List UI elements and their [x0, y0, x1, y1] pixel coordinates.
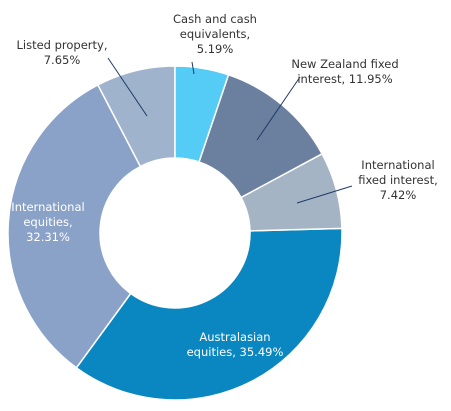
slice-label: International fixed interest, 7.42% [351, 158, 446, 203]
category-label: Australasian equities, [186, 330, 271, 359]
category-label: New Zealand fixed interest, [291, 57, 399, 86]
donut-slice [240, 152, 343, 232]
value-label: 5.19% [196, 42, 234, 56]
leader-line [256, 76, 301, 141]
category-label: Listed property, [16, 38, 108, 52]
value-label: 35.49% [239, 345, 284, 359]
slice-label: New Zealand fixed interest, 11.95% [280, 57, 410, 87]
value-label: 7.65% [43, 53, 81, 67]
donut-slice [75, 227, 343, 401]
slice-label: Cash and cash equivalents, 5.19% [160, 12, 270, 57]
category-label: Cash and cash equivalents, [173, 12, 257, 41]
value-label: 11.95% [348, 72, 393, 86]
slice-label: International equities, 32.31% [8, 200, 88, 245]
leader-line [107, 57, 148, 117]
value-label: 7.42% [379, 188, 417, 202]
slice-label: Australasian equities, 35.49% [180, 330, 290, 360]
donut-slice [198, 73, 324, 199]
value-label: 32.31% [26, 230, 70, 244]
donut-slice [7, 83, 142, 369]
leader-line [191, 61, 195, 75]
category-label: International equities, [11, 200, 85, 229]
slice-label: Listed property, 7.65% [7, 38, 117, 68]
donut-slice [174, 65, 230, 163]
category-label: International fixed interest, [358, 158, 438, 187]
leader-lines [107, 57, 353, 204]
leader-line [296, 185, 353, 204]
